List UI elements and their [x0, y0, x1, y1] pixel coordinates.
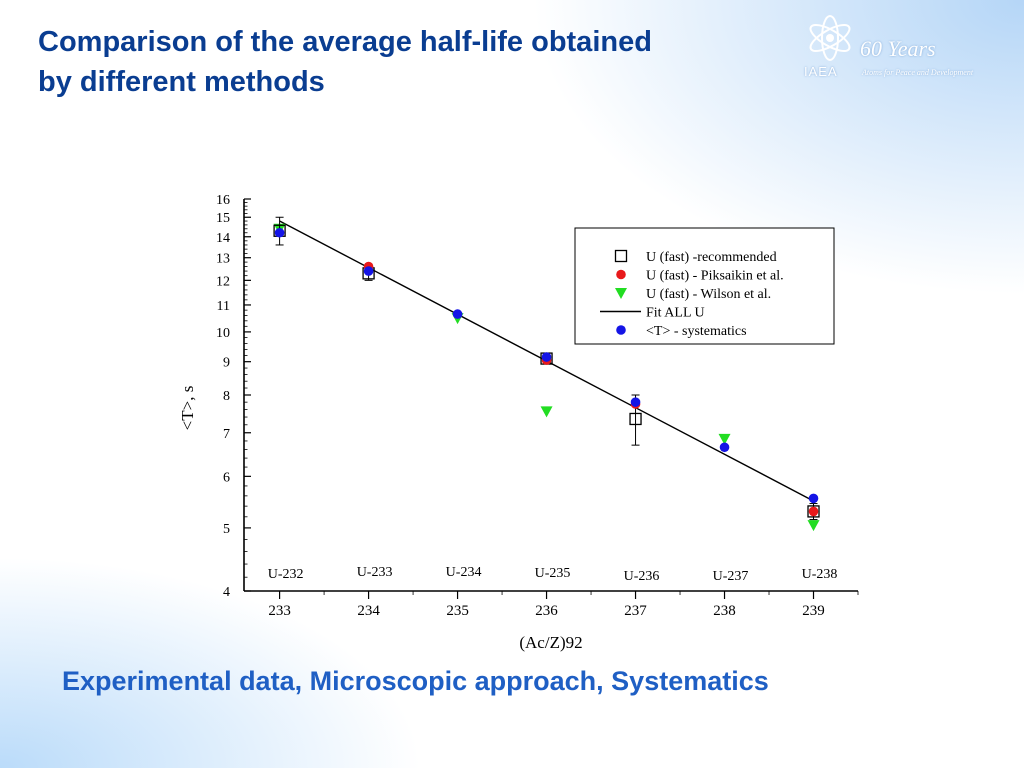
isotope-label: U-235 — [535, 566, 571, 581]
y-tick-label: 12 — [216, 274, 230, 289]
iaea-logo: 60 Years IAEA Atoms for Peace and Develo… — [800, 14, 1010, 84]
x-tick-label: 233 — [268, 603, 291, 619]
atom-laurel-icon — [809, 15, 851, 61]
x-tick-label: 236 — [535, 603, 558, 619]
legend-marker — [616, 269, 626, 280]
point-t-systematics — [808, 493, 819, 504]
y-tick-label: 16 — [216, 193, 230, 208]
chart-marks — [273, 216, 820, 532]
x-tick-label: 234 — [357, 603, 380, 619]
y-axis-label: <T>, s — [178, 386, 197, 431]
legend-entry: <T> - systematics — [646, 324, 747, 339]
title-line-2: by different methods — [38, 66, 325, 98]
x-axis-label: (Ac/Z)92 — [519, 633, 582, 652]
y-tick-label: 10 — [216, 326, 230, 341]
chart-axes: 4 5 6 7 8 9 10 11 12 13 14 15 16 233 234 235 236 237 238 23… — [216, 193, 859, 619]
y-tick-label: 13 — [216, 252, 230, 267]
x-tick-label: 239 — [802, 603, 825, 619]
x-tick-label: 235 — [446, 603, 469, 619]
slide-title: Comparison of the average half-life obta… — [38, 22, 798, 102]
point-t-systematics — [719, 442, 730, 453]
legend-entry: U (fast) - Wilson et al. — [646, 287, 771, 302]
isotope-label: U-234 — [446, 565, 482, 580]
point-u-fast-wilson-et-al — [807, 520, 820, 532]
y-tick-label: 11 — [217, 299, 230, 314]
legend-entry: U (fast) - Piksaikin et al. — [646, 269, 784, 284]
point-u-fast-recommended — [629, 412, 642, 426]
y-tick-label: 5 — [223, 522, 230, 537]
isotope-label: U-232 — [268, 567, 304, 582]
point-t-systematics — [274, 227, 285, 238]
y-tick-label: 7 — [223, 427, 230, 442]
y-tick-label: 14 — [216, 231, 230, 246]
point-u-fast-recommended — [807, 505, 820, 518]
x-tick-label: 238 — [713, 603, 736, 619]
legend-marker — [615, 288, 627, 299]
logo-tagline: Atoms for Peace and Development — [862, 68, 974, 77]
title-line-1: Comparison of the average half-life obta… — [38, 26, 652, 58]
y-tick-label: 6 — [223, 470, 230, 485]
y-tick-label: 8 — [223, 389, 230, 404]
point-t-systematics — [630, 397, 641, 407]
slide-subtitle: Experimental data, Microscopic approach,… — [62, 666, 769, 696]
isotope-label: U-238 — [802, 567, 838, 582]
isotope-label: U-236 — [624, 569, 660, 584]
legend-entry: U (fast) -recommended — [646, 250, 777, 265]
point-t-systematics — [363, 266, 374, 276]
point-u-fast-piksaikin-et-al — [808, 506, 819, 517]
y-tick-label: 9 — [223, 356, 230, 371]
x-tick-label: 237 — [624, 603, 647, 619]
legend-marker — [614, 249, 628, 263]
point-t-systematics — [452, 309, 463, 319]
point-u-fast-wilson-et-al — [718, 433, 731, 445]
legend-entry: Fit ALL U — [646, 306, 705, 321]
chart-legend: U (fast) -recommended U (fast) - Piksaiki… — [574, 227, 835, 345]
legend-box — [574, 227, 835, 345]
logo-org: IAEA — [804, 64, 838, 79]
point-t-systematics — [541, 352, 552, 362]
isotope-label: U-233 — [357, 565, 393, 580]
y-tick-label: 4 — [223, 585, 230, 600]
legend-marker — [616, 325, 626, 335]
logo-years: 60 Years — [860, 36, 936, 61]
point-u-fast-wilson-et-al — [540, 406, 553, 418]
isotope-label: U-237 — [713, 569, 749, 584]
y-tick-label: 15 — [216, 211, 230, 226]
